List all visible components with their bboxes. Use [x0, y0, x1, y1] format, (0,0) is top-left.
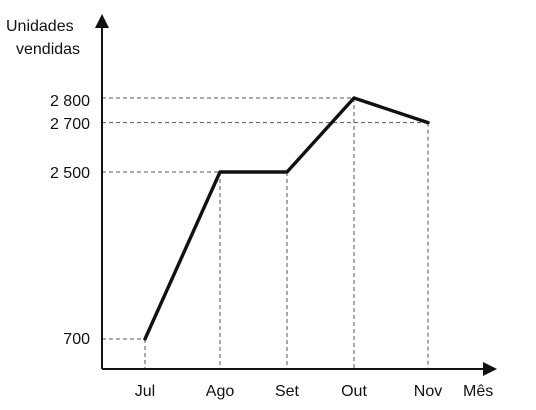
x-axis-arrow-icon: [483, 362, 497, 376]
x-tick-label-out: Out: [341, 383, 367, 400]
x-tick-label-nov: Nov: [414, 383, 442, 400]
y-axis-title-line-1: Unidades: [6, 18, 74, 35]
x-tick-label-jul: Jul: [135, 383, 155, 400]
x-tick-label-ago: Ago: [206, 383, 235, 400]
y-tick-label-2500: 2 500: [50, 165, 90, 182]
y-axis-title-line-2: vendidas: [16, 41, 80, 58]
y-tick-label-2700: 2 700: [50, 116, 90, 133]
guide-lines-group: [102, 97, 429, 369]
y-axis-arrow-icon: [95, 14, 109, 28]
series-line: [143, 96, 430, 341]
x-tick-label-set: Set: [275, 383, 300, 400]
y-tick-label-2800: 2 800: [50, 93, 90, 110]
x-axis-title: Mês: [463, 383, 493, 400]
y-tick-label-700: 700: [63, 331, 90, 348]
x-tick-labels-group: Jul Ago Set Out Nov: [135, 383, 442, 400]
y-tick-labels-group: 700 2 500 2 700 2 800: [50, 93, 90, 348]
